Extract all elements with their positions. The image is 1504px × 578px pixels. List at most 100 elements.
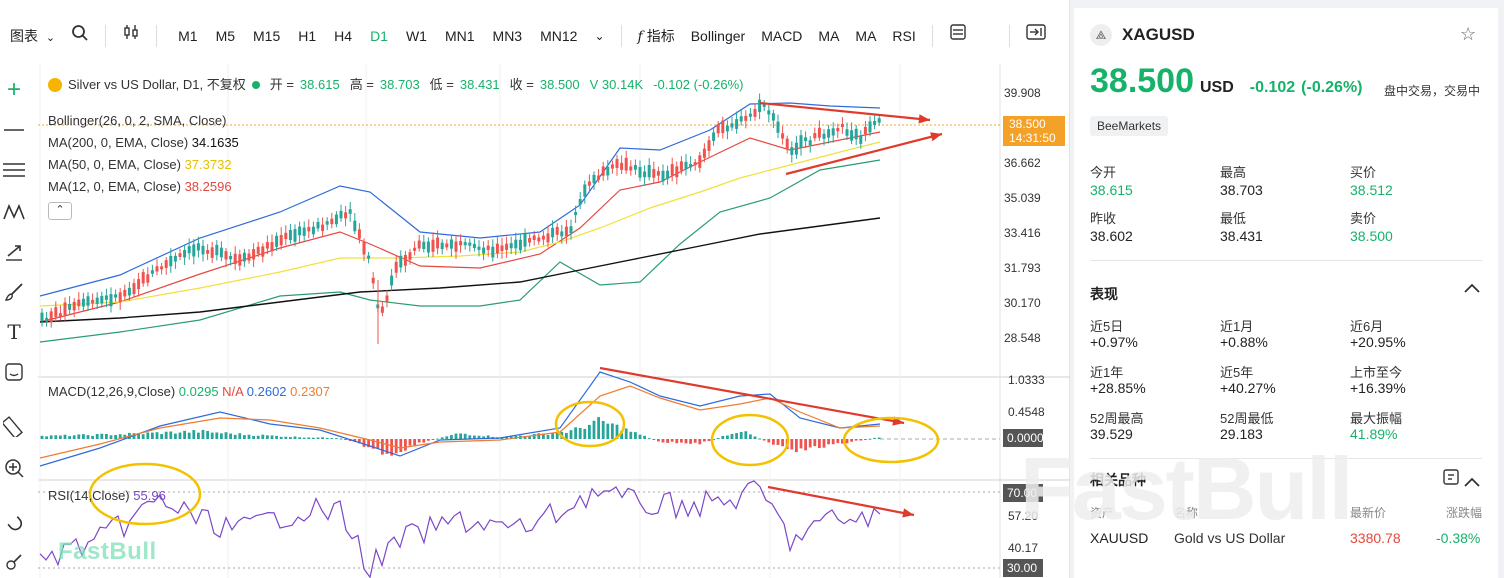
macd-histogram-bar bbox=[339, 438, 343, 440]
ma12-value: 38.2596 bbox=[184, 179, 232, 194]
crosshair-icon[interactable]: + bbox=[6, 76, 21, 103]
timeframe-mn1[interactable]: MN1 bbox=[444, 28, 475, 44]
candlestick-icon[interactable] bbox=[114, 21, 148, 51]
legend-symbol-title: Silver vs US Dollar, D1, 不复权 bbox=[68, 77, 246, 92]
chart-menu-button[interactable]: 图表 ⌄ bbox=[0, 21, 63, 51]
indicator-macd-button[interactable]: MACD bbox=[761, 28, 803, 44]
macd-histogram-bar bbox=[192, 430, 196, 439]
timeframe-w1[interactable]: W1 bbox=[405, 28, 427, 44]
candle bbox=[330, 218, 334, 225]
ruler-icon[interactable] bbox=[0, 412, 28, 440]
stat-label: 最低 bbox=[1220, 211, 1247, 226]
candle bbox=[822, 133, 826, 139]
candle bbox=[652, 168, 656, 178]
more-timeframes-chevron-icon[interactable]: ⌄ bbox=[594, 29, 605, 43]
candle bbox=[408, 252, 412, 260]
projection-icon[interactable] bbox=[0, 238, 28, 266]
candle bbox=[192, 244, 196, 257]
related-change: -0.38% bbox=[1436, 530, 1481, 546]
candle bbox=[215, 244, 219, 256]
text-tool-icon[interactable]: T bbox=[7, 320, 21, 344]
candle bbox=[551, 227, 555, 238]
brush-icon[interactable] bbox=[0, 278, 28, 306]
timeframe-m5[interactable]: M5 bbox=[215, 28, 236, 44]
timeframe-mn12[interactable]: MN12 bbox=[540, 28, 578, 44]
candle bbox=[77, 299, 81, 307]
related-collapse-chevron-icon[interactable] bbox=[1464, 474, 1480, 492]
fib-lines-icon[interactable] bbox=[0, 156, 28, 184]
legend-close-label: 收 = bbox=[509, 77, 534, 92]
candle bbox=[472, 243, 476, 249]
macd-histogram-bar bbox=[330, 438, 334, 440]
legend-open-label: 开 = bbox=[269, 77, 294, 92]
indicator-ma-button[interactable]: MA bbox=[855, 28, 877, 44]
pattern-icon[interactable] bbox=[0, 198, 28, 226]
search-icon[interactable] bbox=[63, 21, 97, 51]
expand-panel-icon[interactable] bbox=[1018, 21, 1054, 51]
timeframe-h4[interactable]: H4 bbox=[334, 28, 353, 44]
macd-histogram-bar bbox=[588, 424, 591, 439]
timeframe-m1[interactable]: M1 bbox=[178, 28, 198, 44]
timeframe-h1[interactable]: H1 bbox=[298, 28, 317, 44]
macd-histogram-bar bbox=[762, 439, 766, 441]
candle bbox=[344, 212, 348, 219]
rsi-line bbox=[39, 480, 881, 578]
last-price-value: 38.500 bbox=[1009, 117, 1046, 131]
indicator-ma-button[interactable]: MA bbox=[818, 28, 840, 44]
chart-settings-icon[interactable] bbox=[941, 21, 975, 51]
indicator-bollinger-button[interactable]: Bollinger bbox=[690, 28, 746, 44]
zoom-in-icon[interactable] bbox=[0, 454, 28, 482]
performance-collapse-chevron-icon[interactable] bbox=[1464, 280, 1480, 298]
stat-label: 卖价 bbox=[1350, 211, 1377, 226]
candle bbox=[100, 295, 104, 304]
candle bbox=[528, 238, 532, 243]
macd-histogram-bar bbox=[864, 439, 867, 440]
timeframe-m15[interactable]: M15 bbox=[253, 28, 281, 44]
timeframe-d1[interactable]: D1 bbox=[370, 28, 388, 44]
ma200-value: 34.1635 bbox=[191, 135, 239, 150]
candle bbox=[845, 129, 849, 136]
macd-histogram-bar bbox=[210, 432, 214, 439]
macd-histogram-bar bbox=[169, 431, 173, 439]
candle bbox=[146, 274, 150, 283]
candle bbox=[54, 307, 58, 317]
macd-histogram-bar bbox=[266, 435, 269, 439]
performance-label: 近1年 bbox=[1090, 365, 1124, 380]
legend-collapse-button[interactable]: ⌃ bbox=[48, 202, 72, 220]
annotation-circle bbox=[710, 413, 790, 467]
macd-histogram-bar bbox=[463, 433, 467, 439]
legend-ma50: MA(50, 0, EMA, Close) 37.3732 bbox=[48, 154, 743, 176]
emoji-icon[interactable] bbox=[0, 358, 28, 386]
annotation-circle bbox=[554, 400, 626, 448]
candle bbox=[555, 226, 559, 235]
macd-histogram-bar bbox=[114, 434, 117, 439]
candle bbox=[431, 239, 435, 252]
performance-value: 29.183 bbox=[1220, 426, 1263, 442]
indicator-rsi-button[interactable]: RSI bbox=[892, 28, 916, 44]
macd-histogram-bar bbox=[252, 435, 255, 439]
performance-value: +28.85% bbox=[1090, 380, 1146, 396]
price-chart-svg[interactable] bbox=[38, 64, 1070, 578]
timeframe-mn3[interactable]: MN3 bbox=[492, 28, 523, 44]
candle bbox=[583, 184, 587, 197]
candle bbox=[744, 115, 748, 121]
macd-histogram-bar bbox=[868, 438, 872, 440]
candle bbox=[790, 147, 794, 155]
lock-drawings-icon[interactable] bbox=[0, 548, 28, 576]
candle bbox=[477, 246, 481, 250]
magnet-icon[interactable] bbox=[0, 508, 28, 536]
chart-plot-area[interactable] bbox=[38, 64, 1070, 578]
candle bbox=[767, 110, 771, 115]
macd-histogram-bar bbox=[675, 439, 679, 444]
macd-histogram-bar bbox=[721, 435, 725, 439]
stat-value: 38.703 bbox=[1220, 182, 1263, 198]
indicators-button[interactable]: f 指标 bbox=[630, 21, 683, 51]
candle bbox=[169, 255, 173, 267]
candle bbox=[49, 311, 53, 323]
related-panel-icon[interactable] bbox=[1442, 468, 1460, 491]
candle bbox=[813, 133, 817, 139]
macd-histogram-bar bbox=[77, 434, 81, 439]
favorite-star-icon[interactable]: ☆ bbox=[1460, 24, 1477, 44]
symbol-header: ⟁ XAGUSD bbox=[1090, 24, 1195, 46]
horizontal-line-icon[interactable] bbox=[0, 116, 28, 144]
